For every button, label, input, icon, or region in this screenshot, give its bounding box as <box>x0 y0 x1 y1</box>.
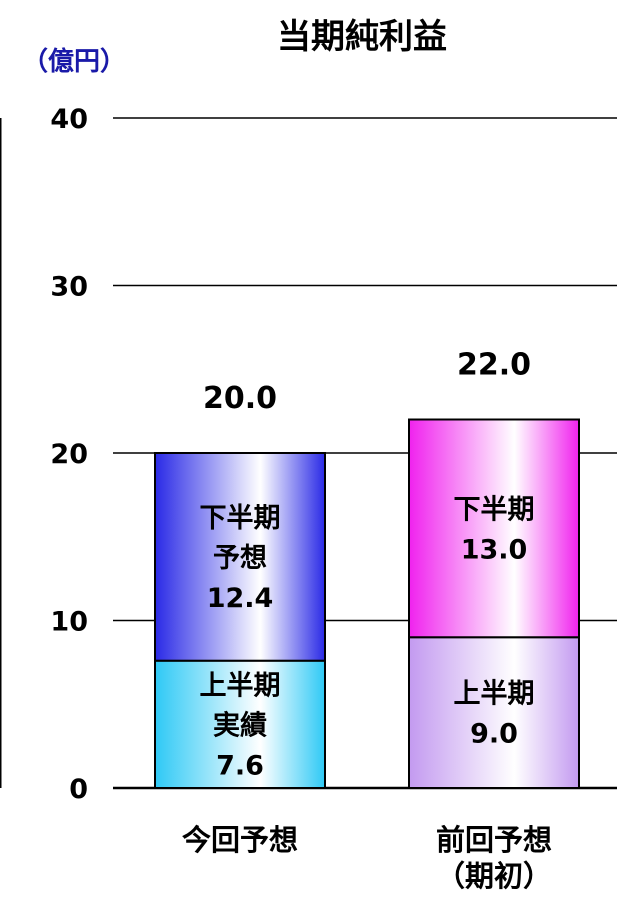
segment-label: 下半期 <box>454 494 535 525</box>
unit-label: （億円） <box>22 47 126 77</box>
y-tick-label: 20 <box>50 439 88 470</box>
segment-label: 7.6 <box>216 750 264 781</box>
y-tick-label: 0 <box>69 774 88 805</box>
y-tick-label: 10 <box>50 607 88 638</box>
y-tick-label: 40 <box>50 104 88 135</box>
category-label: （期初） <box>436 859 552 893</box>
segment-label: 実績 <box>213 709 267 741</box>
bar-segment <box>408 636 580 789</box>
segment-label: 13.0 <box>461 534 528 565</box>
segment-label: 上半期 <box>200 670 281 701</box>
segment-label: 上半期 <box>454 679 535 710</box>
segment-label: 予想 <box>213 543 267 574</box>
bar-total-label: 22.0 <box>457 348 531 383</box>
bar-segment <box>154 659 326 790</box>
chart-title: 当期純利益 <box>277 17 447 57</box>
bar-total-label: 20.0 <box>203 381 277 416</box>
segment-label: 9.0 <box>470 719 518 750</box>
bar-segment <box>154 452 326 662</box>
y-tick-label: 30 <box>50 272 88 303</box>
y-axis-ticks: 0 10 20 30 40 <box>50 104 88 805</box>
category-labels: 今回予想 前回予想（期初） <box>182 823 552 893</box>
bar-segment <box>408 418 580 639</box>
segment-label: 12.4 <box>207 583 274 614</box>
category-label: 今回予想 <box>182 823 298 857</box>
segment-label: 下半期 <box>200 503 281 534</box>
category-label: 前回予想 <box>436 823 552 857</box>
